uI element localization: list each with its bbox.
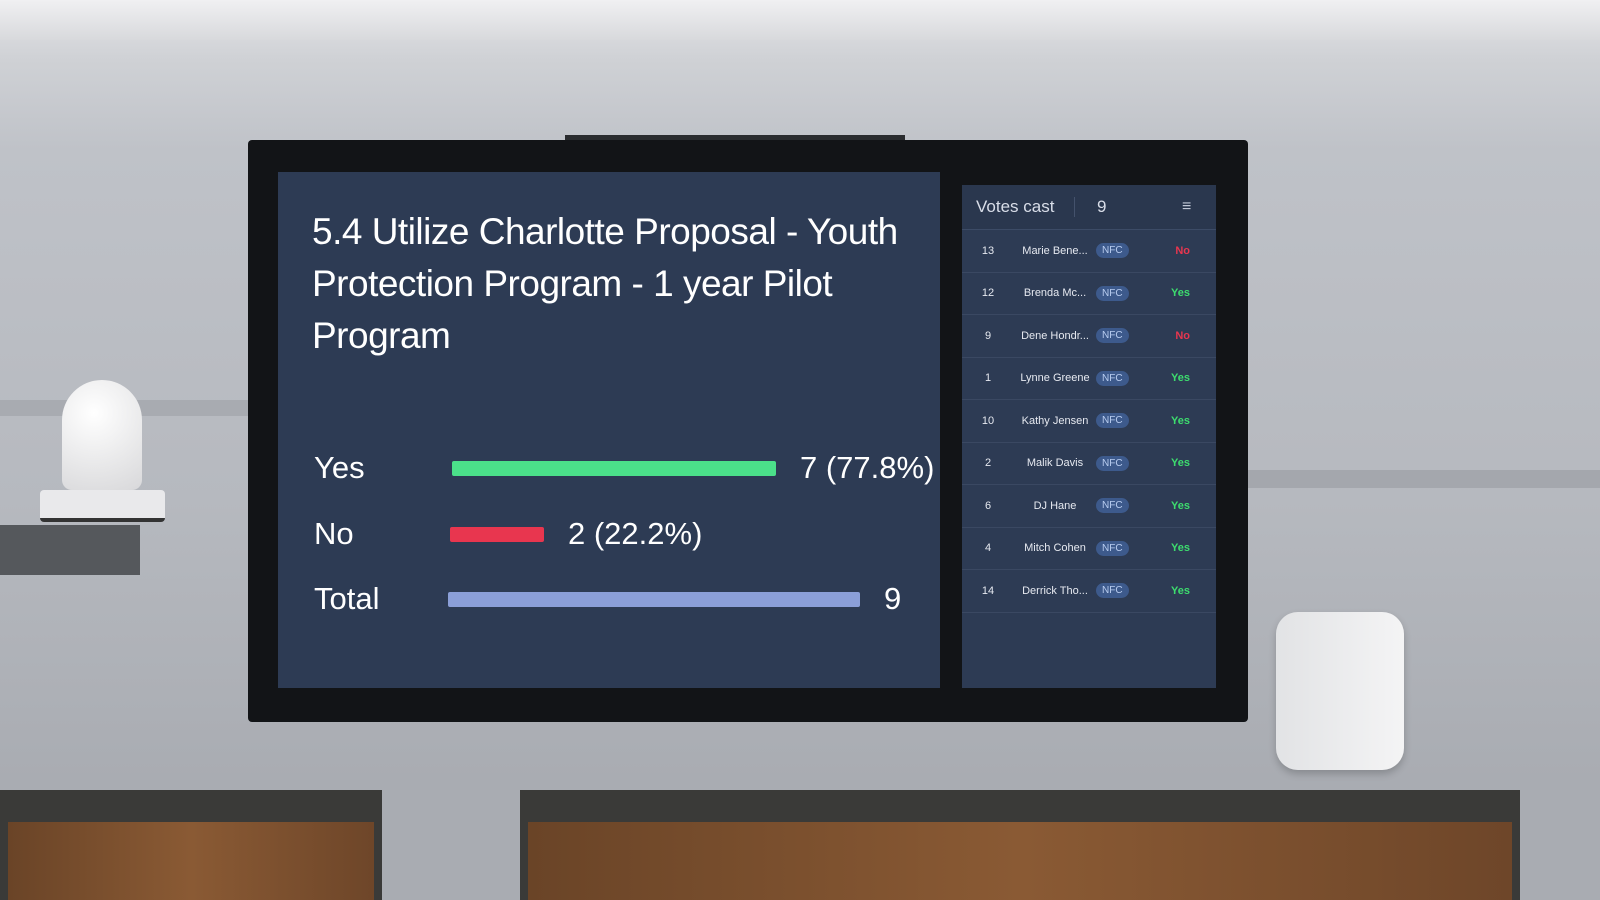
vote-method-badge: NFC bbox=[1096, 540, 1129, 556]
seat-number: 12 bbox=[981, 287, 995, 300]
votes-cast-count: 9 bbox=[1097, 197, 1107, 216]
wall-sensor bbox=[1276, 612, 1404, 770]
seat-number: 14 bbox=[981, 584, 995, 597]
vote-row: 6 DJ Hane NFC Yes bbox=[962, 485, 1216, 528]
member-name: Dene Hondr... bbox=[1021, 329, 1089, 342]
vote-value: Yes bbox=[1171, 287, 1190, 300]
vote-value: No bbox=[1175, 329, 1190, 342]
wall-trim bbox=[1230, 470, 1600, 488]
member-name: Brenda Mc... bbox=[1023, 287, 1087, 300]
result-bar bbox=[450, 526, 544, 542]
vote-row: 10 Kathy Jensen NFC Yes bbox=[962, 400, 1216, 443]
cabinet bbox=[520, 790, 1520, 900]
vote-row: 13 Marie Bene... NFC No bbox=[962, 230, 1216, 273]
vote-row: 9 Dene Hondr... NFC No bbox=[962, 315, 1216, 358]
ceiling bbox=[0, 0, 1600, 40]
vote-value: Yes bbox=[1171, 542, 1190, 555]
vote-row: 12 Brenda Mc... NFC Yes bbox=[962, 273, 1216, 315]
vote-method-badge: NFC bbox=[1096, 328, 1129, 344]
motion-title: 5.4 Utilize Charlotte Proposal - Youth P… bbox=[312, 211, 898, 356]
member-name: Lynne Greene bbox=[1020, 372, 1090, 385]
result-value: 2 (22.2%) bbox=[568, 516, 703, 551]
result-label: Total bbox=[314, 581, 380, 616]
camera-shelf bbox=[0, 525, 140, 575]
result-value: 9 bbox=[884, 581, 902, 616]
seat-number: 9 bbox=[984, 329, 992, 342]
member-name: Mitch Cohen bbox=[1024, 542, 1086, 555]
cabinet bbox=[0, 790, 382, 900]
seat-number: 1 bbox=[984, 372, 992, 385]
seat-number: 4 bbox=[984, 542, 992, 555]
vote-method-badge: NFC bbox=[1096, 498, 1129, 514]
vote-value: Yes bbox=[1171, 372, 1190, 385]
ptz-camera bbox=[40, 380, 165, 522]
result-label: No bbox=[314, 516, 354, 551]
camera-base bbox=[40, 490, 165, 522]
vote-method-badge: NFC bbox=[1096, 583, 1129, 599]
member-name: Marie Bene... bbox=[1022, 244, 1088, 257]
member-name: Malik Davis bbox=[1026, 457, 1084, 470]
vote-row: 14 Derrick Tho... NFC Yes bbox=[962, 570, 1216, 613]
vote-method-badge: NFC bbox=[1096, 413, 1129, 429]
result-label: Yes bbox=[314, 450, 365, 485]
sort-icon[interactable]: ≡ bbox=[1182, 198, 1192, 215]
member-name: DJ Hane bbox=[1033, 499, 1077, 512]
vote-value: Yes bbox=[1171, 414, 1190, 427]
member-name: Derrick Tho... bbox=[1022, 584, 1088, 597]
vote-method-badge: NFC bbox=[1096, 455, 1129, 471]
votes-cast-label: Votes cast bbox=[962, 197, 1075, 217]
seat-number: 13 bbox=[981, 244, 995, 257]
vote-value: Yes bbox=[1171, 457, 1190, 470]
vote-row: 1 Lynne Greene NFC Yes bbox=[962, 358, 1216, 400]
vote-row: 2 Malik Davis NFC Yes bbox=[962, 443, 1216, 485]
result-value: 7 (77.8%) bbox=[800, 450, 935, 485]
votes-cast-header: Votes cast 9 ≡ bbox=[962, 185, 1216, 230]
result-row-total: Total 9 bbox=[314, 579, 901, 619]
votes-cast-panel: Votes cast 9 ≡ 13 Marie Bene... NFC No 12 Bre… bbox=[962, 185, 1216, 688]
result-bar bbox=[452, 460, 776, 476]
vote-value: Yes bbox=[1171, 584, 1190, 597]
vote-row: 4 Mitch Cohen NFC Yes bbox=[962, 528, 1216, 570]
seat-number: 6 bbox=[984, 499, 992, 512]
result-row-no: No 2 (22.2%) bbox=[314, 514, 702, 554]
result-bar bbox=[448, 591, 860, 607]
seat-number: 2 bbox=[984, 457, 992, 470]
camera-dome bbox=[62, 380, 142, 490]
vote-method-badge: NFC bbox=[1096, 243, 1129, 259]
vote-value: Yes bbox=[1171, 499, 1190, 512]
seat-number: 10 bbox=[981, 414, 995, 427]
vote-results-panel: 5.4 Utilize Charlotte Proposal - Youth P… bbox=[278, 172, 940, 688]
vote-method-badge: NFC bbox=[1096, 370, 1129, 386]
member-name: Kathy Jensen bbox=[1021, 414, 1089, 427]
result-row-yes: Yes 7 (77.8%) bbox=[314, 448, 934, 488]
vote-value: No bbox=[1175, 244, 1190, 257]
vote-method-badge: NFC bbox=[1096, 285, 1129, 301]
